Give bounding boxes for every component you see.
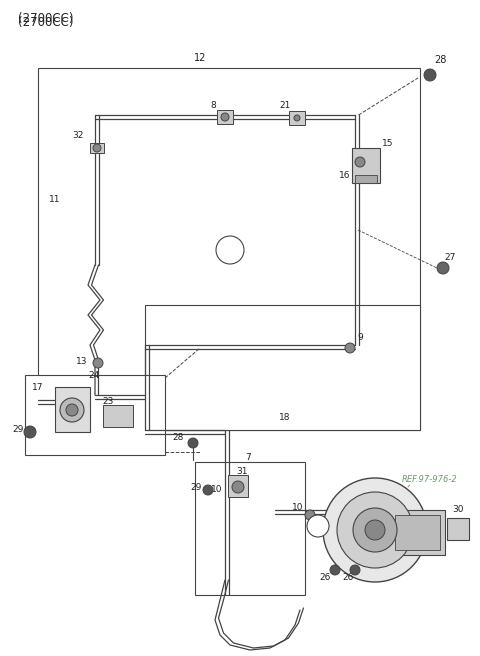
Text: 10: 10: [211, 485, 223, 495]
Circle shape: [323, 478, 427, 582]
Text: REF.97-976-2: REF.97-976-2: [402, 476, 458, 485]
Text: 13: 13: [76, 358, 88, 367]
Text: 18: 18: [279, 413, 291, 422]
Circle shape: [294, 115, 300, 121]
Bar: [55, 387, 90, 432]
Bar: [390, 510, 445, 555]
Circle shape: [424, 69, 436, 81]
Text: 28: 28: [434, 55, 446, 65]
Text: 8: 8: [210, 100, 216, 110]
Circle shape: [93, 358, 103, 368]
Text: 11: 11: [362, 148, 374, 157]
Circle shape: [350, 565, 360, 575]
Bar: [38, 68, 420, 430]
Text: 30: 30: [452, 506, 464, 514]
Text: 16: 16: [339, 171, 351, 180]
Bar: [195, 462, 305, 595]
Text: 31: 31: [236, 468, 248, 476]
Text: 29: 29: [12, 426, 24, 434]
Bar: [289, 111, 305, 125]
Text: A: A: [227, 245, 233, 255]
Bar: [103, 405, 133, 427]
Text: 24: 24: [88, 371, 100, 380]
Circle shape: [437, 262, 449, 274]
Bar: [90, 143, 104, 153]
Circle shape: [221, 113, 229, 121]
Text: 29: 29: [190, 483, 202, 493]
Bar: [228, 475, 248, 497]
Bar: [447, 518, 469, 540]
Bar: [352, 148, 380, 183]
Bar: [355, 175, 377, 183]
Circle shape: [66, 404, 78, 416]
Text: 15: 15: [382, 138, 394, 148]
Circle shape: [188, 438, 198, 448]
Circle shape: [365, 520, 385, 540]
Circle shape: [216, 236, 244, 264]
Circle shape: [307, 515, 329, 537]
Circle shape: [203, 485, 213, 495]
Text: 26: 26: [342, 573, 354, 581]
Circle shape: [60, 398, 84, 422]
Text: 9: 9: [357, 333, 363, 342]
Circle shape: [330, 565, 340, 575]
Text: 26: 26: [319, 573, 331, 581]
Bar: [25, 375, 165, 455]
Text: 7: 7: [245, 453, 251, 462]
Text: A: A: [315, 522, 321, 531]
Circle shape: [24, 426, 36, 438]
Text: (2700CC): (2700CC): [18, 16, 73, 29]
Text: 23: 23: [102, 398, 114, 407]
Circle shape: [337, 492, 413, 568]
Text: 17: 17: [32, 384, 44, 392]
Circle shape: [345, 343, 355, 353]
Circle shape: [305, 510, 315, 520]
Circle shape: [93, 144, 101, 152]
Text: 28: 28: [172, 432, 184, 441]
Circle shape: [232, 481, 244, 493]
Text: 11: 11: [49, 195, 61, 205]
Circle shape: [353, 508, 397, 552]
Text: 10: 10: [292, 504, 304, 512]
Bar: [217, 110, 233, 124]
Text: 12: 12: [194, 53, 206, 63]
Bar: [395, 515, 440, 550]
Bar: [145, 305, 420, 430]
Text: 21: 21: [279, 100, 291, 110]
Circle shape: [355, 157, 365, 167]
Text: 27: 27: [444, 253, 456, 262]
Text: 32: 32: [72, 131, 84, 140]
Text: (2700CC): (2700CC): [18, 12, 73, 25]
